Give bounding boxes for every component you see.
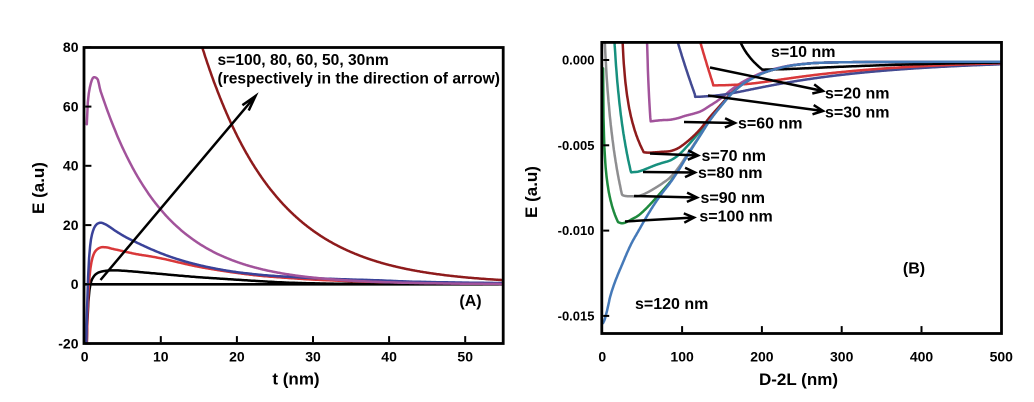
svg-text:100: 100 (670, 349, 694, 365)
svg-text:s=100 nm: s=100 nm (699, 208, 772, 225)
svg-text:-0.010: -0.010 (558, 223, 595, 238)
svg-text:300: 300 (830, 349, 854, 365)
svg-text:0: 0 (71, 276, 79, 292)
svg-text:t (nm): t (nm) (272, 370, 319, 389)
svg-text:D-2L (nm): D-2L (nm) (759, 370, 838, 389)
svg-text:s=60 nm: s=60 nm (738, 116, 802, 133)
svg-text:40: 40 (381, 349, 397, 365)
svg-text:s=20 nm: s=20 nm (825, 85, 889, 102)
svg-text:20: 20 (63, 217, 79, 233)
svg-text:10: 10 (153, 349, 169, 365)
svg-text:s=90 nm: s=90 nm (701, 190, 765, 207)
svg-text:-0.005: -0.005 (558, 138, 595, 153)
svg-text:s=80 nm: s=80 nm (698, 165, 762, 182)
svg-text:30: 30 (305, 349, 321, 365)
svg-text:-20: -20 (58, 335, 78, 351)
svg-text:s=70 nm: s=70 nm (702, 148, 766, 165)
svg-text:(A): (A) (459, 293, 481, 310)
svg-text:E (a.u): E (a.u) (29, 162, 48, 214)
svg-text:s=10 nm: s=10 nm (771, 44, 835, 61)
svg-text:-0.015: -0.015 (558, 309, 595, 324)
svg-text:0: 0 (81, 349, 89, 365)
svg-text:500: 500 (990, 349, 1014, 365)
svg-text:s=30 nm: s=30 nm (825, 105, 889, 122)
svg-text:60: 60 (63, 98, 79, 114)
svg-text:20: 20 (229, 349, 245, 365)
svg-text:s=100, 80, 60, 50, 30nm: s=100, 80, 60, 50, 30nm (218, 52, 389, 69)
svg-text:0: 0 (598, 349, 606, 365)
svg-text:s=120 nm: s=120 nm (635, 296, 708, 313)
svg-text:80: 80 (63, 39, 79, 55)
svg-text:(B): (B) (903, 261, 925, 278)
svg-text:400: 400 (910, 349, 934, 365)
svg-text:(respectively in the direction: (respectively in the direction of arrow) (218, 71, 501, 88)
svg-text:50: 50 (457, 349, 473, 365)
svg-text:40: 40 (63, 158, 79, 174)
svg-text:0.000: 0.000 (562, 53, 595, 68)
svg-text:200: 200 (750, 349, 774, 365)
svg-text:E (a.u): E (a.u) (522, 166, 541, 218)
